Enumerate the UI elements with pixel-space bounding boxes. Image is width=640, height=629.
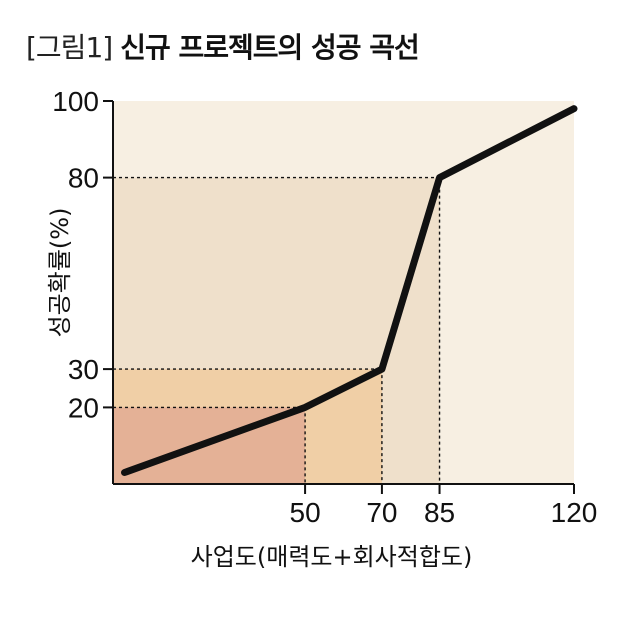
chart-title: [그림1] 신규 프로젝트의 성공 곡선 xyxy=(26,26,420,66)
x-tick-label-70: 70 xyxy=(366,497,397,528)
y-tick-label-20: 20 xyxy=(68,392,99,423)
y-tick-label-80: 80 xyxy=(68,163,99,194)
x-tick-label-50: 50 xyxy=(290,497,321,528)
y-ticks: 20 30 80 100 xyxy=(52,86,113,423)
x-tick-label-85: 85 xyxy=(424,497,455,528)
figure-title: 신규 프로젝트의 성공 곡선 xyxy=(120,31,420,64)
x-ticks: 50 70 85 120 xyxy=(290,484,598,528)
y-tick-label-30: 30 xyxy=(68,354,99,385)
success-curve-line xyxy=(121,105,578,477)
y-axis-label: 성공확률(%) xyxy=(46,208,74,338)
y-tick-label-100: 100 xyxy=(52,86,99,117)
x-tick-label-120: 120 xyxy=(551,497,598,528)
guide-lines xyxy=(113,176,441,484)
x-axis-label: 사업도(매력도+회사적합도) xyxy=(191,543,473,571)
figure-number: [그림1] xyxy=(26,31,113,64)
